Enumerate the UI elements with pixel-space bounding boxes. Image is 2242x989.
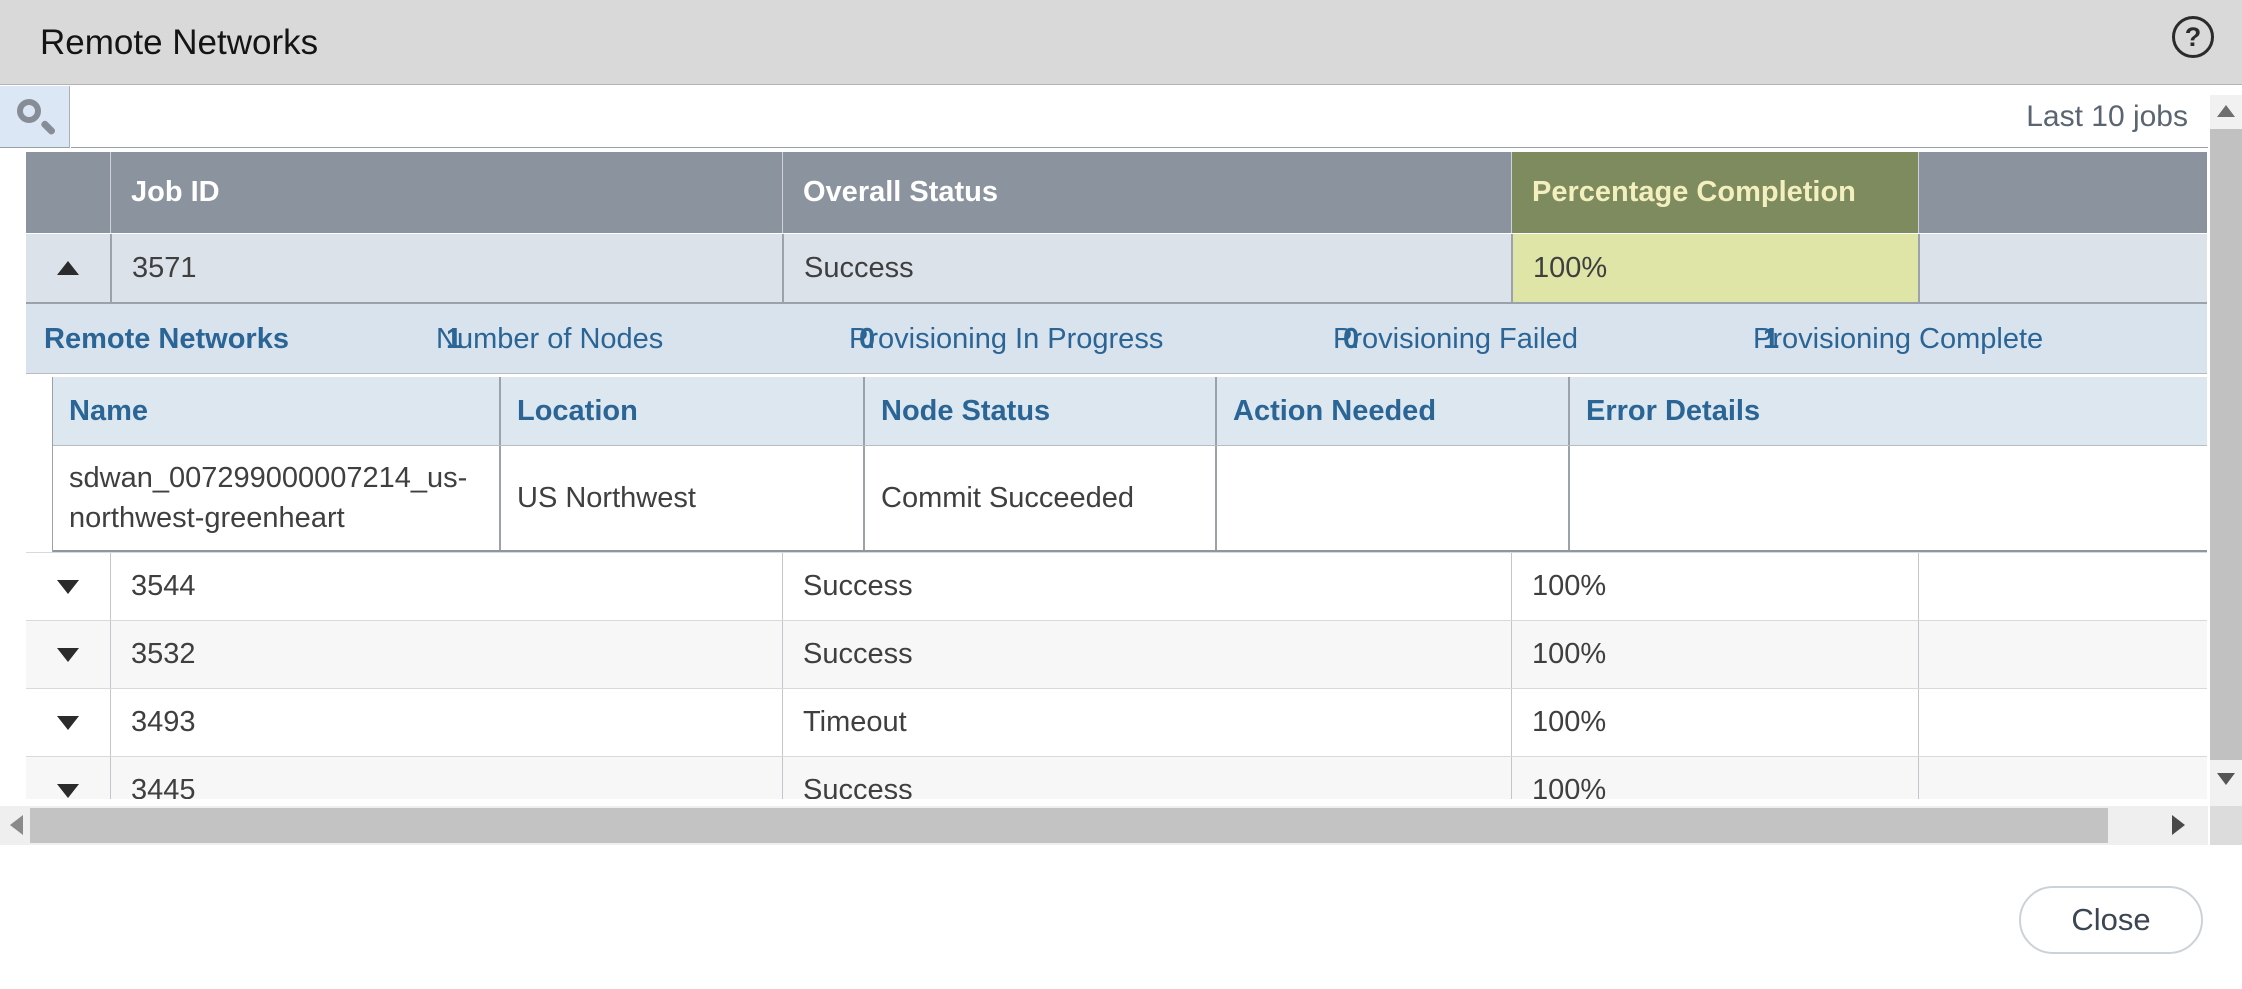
nodes-table-header: Name Location Node Status Action Needed … [53,377,2207,446]
scroll-right-icon[interactable] [2172,815,2185,835]
node-row: sdwan_007299000007214_us-northwest-green… [53,446,2207,552]
job-row-3544[interactable]: 3544 Success 100% [26,552,2207,620]
horizontal-scrollbar-thumb[interactable] [30,808,2108,843]
percentage-completion-cell: 100% [1511,689,1918,756]
help-icon: ? [2184,21,2202,52]
job-id-cell: 3493 [110,689,782,756]
scrollbar-corner [2210,806,2242,845]
help-button[interactable]: ? [2172,16,2214,58]
filler-cell [1918,553,2207,620]
job-rows-viewport: 3544 Success 100% 3532 Success 100% 3493… [26,552,2207,799]
overall-status-cell: Success [782,234,1511,302]
percentage-completion-cell: 100% [1511,234,1918,302]
vertical-scrollbar[interactable] [2210,95,2242,845]
column-header-name: Name [69,394,148,427]
column-header-action-needed: Action Needed [1215,377,1568,445]
jobs-table: Job ID Overall Status Percentage Complet… [26,152,2207,799]
collapse-arrow-icon[interactable] [57,261,79,275]
expand-arrow-icon[interactable] [57,715,79,730]
overall-status-cell: Success [782,621,1511,688]
divider [26,302,2207,304]
percentage-completion-cell: 100% [1511,621,1918,688]
close-button[interactable]: Close [2019,886,2203,954]
job-row-3493[interactable]: 3493 Timeout 100% [26,688,2207,756]
column-header-node-status: Node Status [863,377,1215,445]
search-input[interactable] [71,86,2208,148]
jobs-filter[interactable]: Last 10 jobs [2026,100,2188,133]
expanded-job-panel: Remote Networks Number of Nodes 1 Provisi… [26,304,2207,552]
filler-cell [1918,234,2207,302]
job-row-3532[interactable]: 3532 Success 100% [26,620,2207,688]
overall-status-cell: Success [782,757,1511,799]
vertical-scrollbar-thumb[interactable] [2210,129,2242,760]
dialog-titlebar: Remote Networks ? [0,0,2242,85]
node-name-cell: sdwan_007299000007214_us-northwest-green… [69,461,468,534]
expand-arrow-icon[interactable] [57,579,79,594]
node-location-cell: US Northwest [499,446,863,550]
job-id-cell: 3544 [110,553,782,620]
expand-arrow-icon[interactable] [57,783,79,798]
nodes-table: Name Location Node Status Action Needed … [52,377,2207,552]
column-header-filler [1918,152,2207,233]
expand-arrow-icon[interactable] [57,647,79,662]
scroll-down-icon[interactable] [2217,773,2235,785]
job-id-cell: 3571 [110,234,782,302]
scroll-left-icon[interactable] [10,815,23,835]
page-title: Remote Networks [40,23,319,62]
filler-cell [1918,757,2207,799]
column-header-percentage-completion[interactable]: Percentage Completion [1511,152,1918,233]
column-header-overall-status[interactable]: Overall Status [782,152,1511,233]
node-error-details-cell [1568,446,2207,550]
column-header-error-details: Error Details [1568,377,2207,445]
scroll-up-icon[interactable] [2217,105,2235,117]
percentage-completion-cell: 100% [1511,757,1918,799]
overall-status-cell: Success [782,553,1511,620]
job-row-3571[interactable]: 3571 Success 100% [26,233,2207,302]
job-id-cell: 3445 [110,757,782,799]
node-action-needed-cell [1215,446,1568,550]
overall-status-cell: Timeout [782,689,1511,756]
node-status-cell: Commit Succeeded [863,446,1215,550]
panel-title: Remote Networks [44,323,289,355]
horizontal-scrollbar[interactable] [0,806,2208,845]
job-id-cell: 3532 [110,621,782,688]
column-header-location: Location [499,377,863,445]
percentage-completion-cell: 100% [1511,553,1918,620]
column-header-job-id[interactable]: Job ID [110,152,782,233]
jobs-table-header: Job ID Overall Status Percentage Complet… [26,152,2207,233]
expander-column-header [26,152,110,233]
job-row-3445[interactable]: 3445 Success 100% [26,756,2207,799]
remote-networks-summary: Remote Networks Number of Nodes 1 Provisi… [26,304,2207,374]
filler-cell [1918,621,2207,688]
search-button[interactable] [0,86,70,148]
search-row: Last 10 jobs [0,86,2208,148]
filler-cell [1918,689,2207,756]
